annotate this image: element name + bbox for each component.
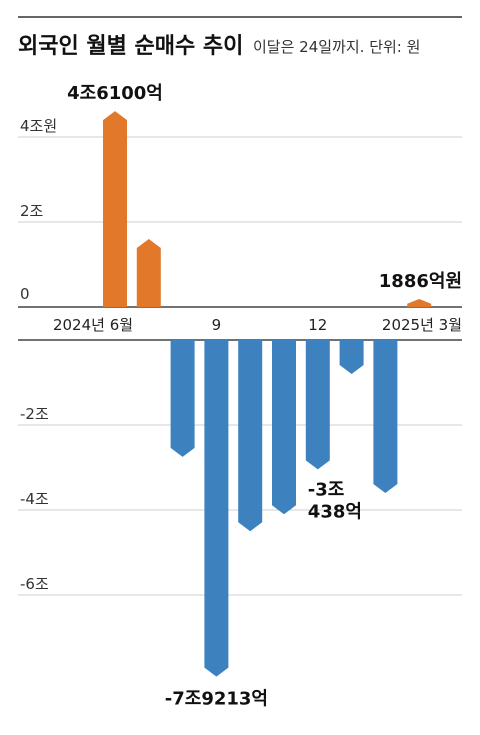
bar	[103, 111, 127, 307]
data-label: -7조9213억	[165, 689, 268, 710]
label-layer: 4조원 2조 -2조 -4조 -6조 0 2024년 6월 9 12 2025년 3월 4조6100…	[20, 83, 462, 710]
bar-layer	[103, 111, 432, 677]
y-tick-label: -6조	[20, 575, 49, 593]
bar	[305, 340, 330, 470]
data-label: 438억	[308, 501, 362, 522]
bar	[170, 340, 195, 457]
bar	[272, 340, 296, 515]
bar	[339, 340, 364, 374]
bar	[373, 340, 398, 493]
y-tick-label: 0	[20, 285, 30, 303]
x-tick-label: 12	[308, 316, 327, 334]
bar	[407, 298, 432, 307]
x-tick-label: 2025년 3월	[382, 316, 462, 334]
y-tick-label: 2조	[20, 202, 44, 220]
bar	[238, 340, 263, 532]
chart-subtitle: 이달은 24일까지. 단위: 원	[253, 38, 420, 56]
x-tick-label: 2024년 6월	[53, 316, 133, 334]
y-tick-label: -2조	[20, 405, 49, 423]
y-tick-label: -4조	[20, 490, 49, 508]
bar	[136, 239, 161, 307]
data-label: -3조	[308, 479, 345, 500]
data-label: 1886억원	[379, 271, 462, 292]
bar	[204, 340, 229, 677]
chart-title: 외국인 월별 순매수 추이	[18, 34, 243, 59]
x-tick-label: 9	[212, 316, 222, 334]
y-tick-label: 4조원	[20, 117, 57, 135]
data-label: 4조6100억	[67, 83, 163, 104]
